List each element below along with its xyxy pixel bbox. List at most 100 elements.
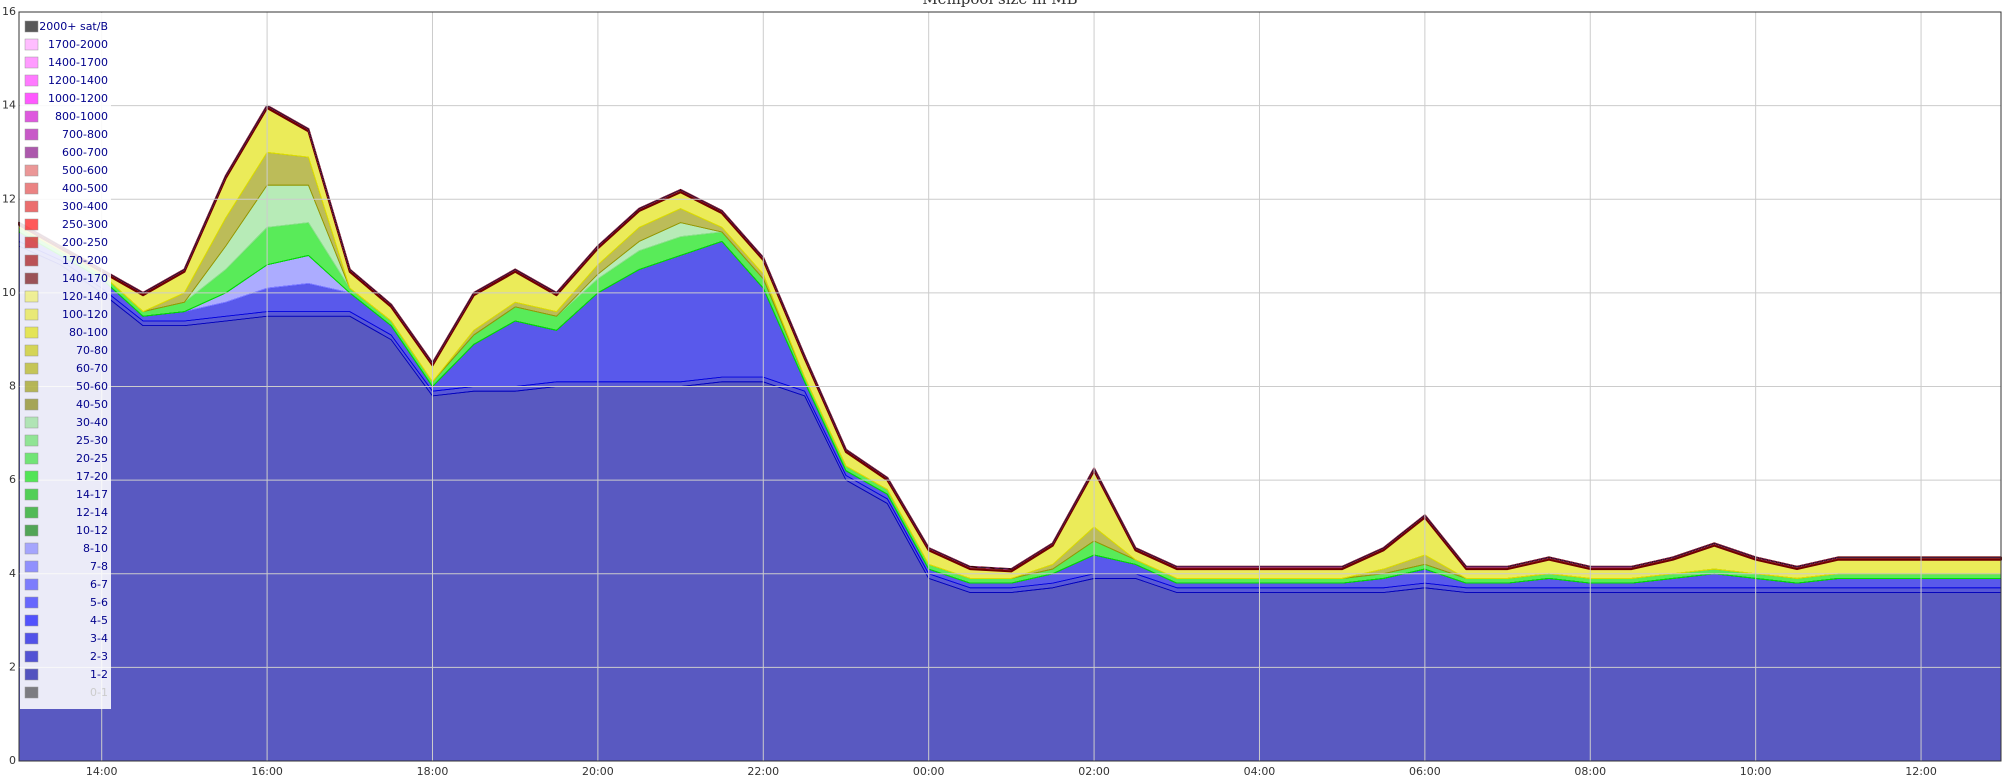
legend-label: 0-1 bbox=[90, 686, 108, 699]
y-tick-label: 10 bbox=[2, 286, 16, 299]
legend-swatch bbox=[24, 416, 39, 429]
x-tick-label: 06:00 bbox=[1409, 765, 1441, 778]
legend-swatch bbox=[24, 632, 39, 645]
legend-swatch bbox=[24, 74, 39, 87]
plot-frame bbox=[18, 11, 2002, 762]
legend-label: 1-2 bbox=[90, 668, 108, 681]
x-tick-label: 20:00 bbox=[582, 765, 614, 778]
area bbox=[18, 245, 2002, 762]
legend-label: 60-70 bbox=[76, 362, 108, 375]
legend-swatch bbox=[24, 488, 39, 501]
y-tick-label: 2 bbox=[9, 660, 16, 673]
legend-swatch bbox=[24, 326, 39, 339]
legend-label: 250-300 bbox=[62, 218, 108, 231]
legend-label: 200-250 bbox=[62, 236, 108, 249]
legend-swatch bbox=[24, 236, 39, 249]
legend-swatch bbox=[24, 128, 39, 141]
legend-swatch bbox=[24, 272, 39, 285]
legend-swatch bbox=[24, 38, 39, 51]
legend: 2000+ sat/B 1700-2000 1400-1700 1200-1400 10… bbox=[20, 13, 111, 709]
legend-swatch bbox=[24, 20, 39, 33]
legend-label: 8-10 bbox=[83, 542, 108, 555]
x-tick-label: 14:00 bbox=[86, 765, 118, 778]
legend-swatch bbox=[24, 578, 39, 591]
legend-label: 120-140 bbox=[62, 290, 108, 303]
legend-label: 50-60 bbox=[76, 380, 108, 393]
x-tick-label: 10:00 bbox=[1740, 765, 1772, 778]
legend-label: 80-100 bbox=[69, 326, 108, 339]
legend-label: 600-700 bbox=[62, 146, 108, 159]
legend-swatch bbox=[24, 524, 39, 537]
legend-swatch bbox=[24, 110, 39, 123]
legend-swatch bbox=[24, 506, 39, 519]
legend-label: 40-50 bbox=[76, 398, 108, 411]
y-tick-label: 16 bbox=[2, 5, 16, 18]
chart-title: Mempool size in MB bbox=[922, 0, 1077, 8]
legend-label: 2000+ sat/B bbox=[39, 20, 108, 33]
legend-label: 3-4 bbox=[90, 632, 108, 645]
x-tick-label: 08:00 bbox=[1574, 765, 1606, 778]
legend-swatch bbox=[24, 92, 39, 105]
legend-swatch bbox=[24, 542, 39, 555]
y-tick-label: 0 bbox=[9, 754, 16, 767]
legend-label: 7-8 bbox=[90, 560, 108, 573]
legend-swatch bbox=[24, 380, 39, 393]
legend-swatch bbox=[24, 650, 39, 663]
legend-swatch bbox=[24, 56, 39, 69]
legend-swatch bbox=[24, 686, 39, 699]
legend-swatch bbox=[24, 434, 39, 447]
legend-label: 20-25 bbox=[76, 452, 108, 465]
legend-swatch bbox=[24, 254, 39, 267]
x-tick-label: 02:00 bbox=[1078, 765, 1110, 778]
legend-label: 12-14 bbox=[76, 506, 108, 519]
legend-label: 4-5 bbox=[90, 614, 108, 627]
legend-label: 1400-1700 bbox=[48, 56, 108, 69]
x-tick-label: 00:00 bbox=[913, 765, 945, 778]
legend-label: 1700-2000 bbox=[48, 38, 108, 51]
legend-swatch bbox=[24, 452, 39, 465]
legend-swatch bbox=[24, 164, 39, 177]
legend-label: 800-1000 bbox=[55, 110, 108, 123]
legend-swatch bbox=[24, 398, 39, 411]
legend-swatch bbox=[24, 668, 39, 681]
x-tick-label: 18:00 bbox=[417, 765, 449, 778]
legend-label: 400-500 bbox=[62, 182, 108, 195]
legend-label: 14-17 bbox=[76, 488, 108, 501]
legend-swatch bbox=[24, 362, 39, 375]
legend-label: 25-30 bbox=[76, 434, 108, 447]
x-tick-label: 22:00 bbox=[747, 765, 779, 778]
legend-label: 100-120 bbox=[62, 308, 108, 321]
legend-label: 70-80 bbox=[76, 344, 108, 357]
legend-swatch bbox=[24, 470, 39, 483]
legend-swatch bbox=[24, 308, 39, 321]
legend-label: 10-12 bbox=[76, 524, 108, 537]
y-tick-label: 8 bbox=[9, 380, 16, 393]
x-tick-label: 16:00 bbox=[251, 765, 283, 778]
legend-swatch bbox=[24, 182, 39, 195]
legend-label: 140-170 bbox=[62, 272, 108, 285]
legend-label: 300-400 bbox=[62, 200, 108, 213]
legend-label: 30-40 bbox=[76, 416, 108, 429]
y-tick-label: 14 bbox=[2, 99, 16, 112]
legend-label: 500-600 bbox=[62, 164, 108, 177]
legend-label: 2-3 bbox=[90, 650, 108, 663]
y-tick-label: 6 bbox=[9, 473, 16, 486]
legend-label: 170-200 bbox=[62, 254, 108, 267]
x-tick-label: 12:00 bbox=[1905, 765, 1937, 778]
y-tick-label: 4 bbox=[9, 567, 16, 580]
plot-area bbox=[18, 104, 2002, 762]
legend-label: 6-7 bbox=[90, 578, 108, 591]
legend-swatch bbox=[24, 290, 39, 303]
y-tick-label: 12 bbox=[2, 192, 16, 205]
x-tick-label: 04:00 bbox=[1244, 765, 1276, 778]
legend-swatch bbox=[24, 344, 39, 357]
legend-label: 1200-1400 bbox=[48, 74, 108, 87]
legend-label: 5-6 bbox=[90, 596, 108, 609]
legend-swatch bbox=[24, 218, 39, 231]
legend-swatch bbox=[24, 146, 39, 159]
legend-label: 1000-1200 bbox=[48, 92, 108, 105]
legend-label: 17-20 bbox=[76, 470, 108, 483]
legend-swatch bbox=[24, 200, 39, 213]
legend-swatch bbox=[24, 596, 39, 609]
